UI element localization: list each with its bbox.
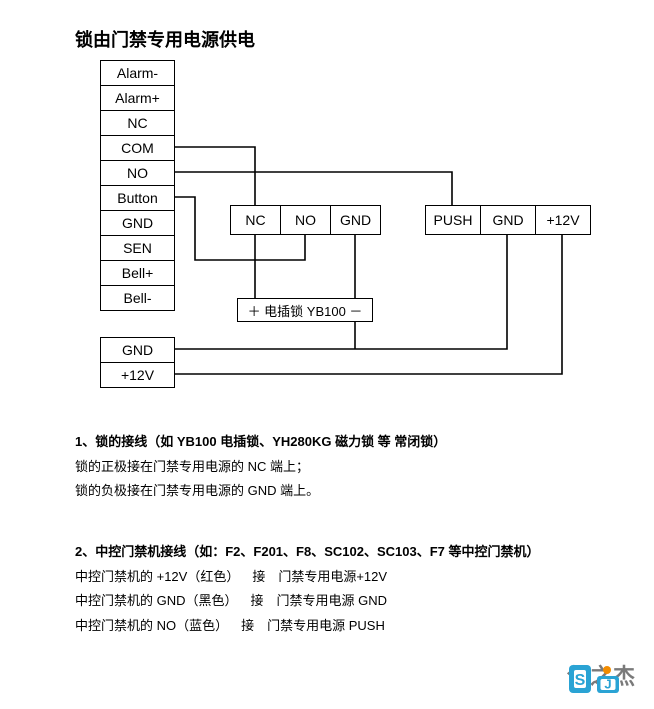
notes-1-heading: 1、锁的接线（如 YB100 电插锁、YH280KG 磁力锁 等 常闭锁） bbox=[75, 430, 635, 455]
notes-2-line-3: 中控门禁机的 NO（蓝色） 接 门禁专用电源 PUSH bbox=[75, 614, 635, 639]
svg-text:S: S bbox=[575, 672, 586, 689]
notes-1-line-2: 锁的负极接在门禁专用电源的 GND 端上。 bbox=[75, 479, 635, 504]
psu-terminal-gnd: GND bbox=[480, 205, 536, 235]
power-terminal-12v: +12V bbox=[100, 362, 175, 388]
notes-2-line-1: 中控门禁机的 +12V（红色） 接 门禁专用电源+12V bbox=[75, 565, 635, 590]
lock-terminal-gnd: GND bbox=[330, 205, 381, 235]
terminal-bell: Bell+ bbox=[100, 260, 175, 286]
terminal-button: Button bbox=[100, 185, 175, 211]
logo-icon: S J bbox=[567, 659, 623, 699]
brand-logo: S J 创之杰 bbox=[567, 659, 636, 691]
notes-section-1: 1、锁的接线（如 YB100 电插锁、YH280KG 磁力锁 等 常闭锁） 锁的… bbox=[75, 430, 635, 504]
power-terminal-gnd: GND bbox=[100, 337, 175, 363]
notes-1-line-1: 锁的正极接在门禁专用电源的 NC 端上； bbox=[75, 455, 635, 480]
lock-terminal-nc: NC bbox=[230, 205, 281, 235]
terminal-com: COM bbox=[100, 135, 175, 161]
terminal-sen: SEN bbox=[100, 235, 175, 261]
terminal-alarm: Alarm- bbox=[100, 60, 175, 86]
notes-2-line-2: 中控门禁机的 GND（黑色） 接 门禁专用电源 GND bbox=[75, 589, 635, 614]
terminal-alarm: Alarm+ bbox=[100, 85, 175, 111]
terminal-nc: NC bbox=[100, 110, 175, 136]
psu-terminal-12v: +12V bbox=[535, 205, 591, 235]
terminal-bell: Bell- bbox=[100, 285, 175, 311]
notes-section-2: 2、中控门禁机接线（如：F2、F201、F8、SC102、SC103、F7 等中… bbox=[75, 540, 635, 639]
svg-text:J: J bbox=[604, 677, 611, 692]
terminal-no: NO bbox=[100, 160, 175, 186]
psu-terminal-push: PUSH bbox=[425, 205, 481, 235]
notes-2-heading: 2、中控门禁机接线（如：F2、F201、F8、SC102、SC103、F7 等中… bbox=[75, 540, 635, 565]
lock-label: ＋ 电插锁 YB100 － bbox=[237, 298, 373, 322]
lock-terminal-no: NO bbox=[280, 205, 331, 235]
terminal-gnd: GND bbox=[100, 210, 175, 236]
